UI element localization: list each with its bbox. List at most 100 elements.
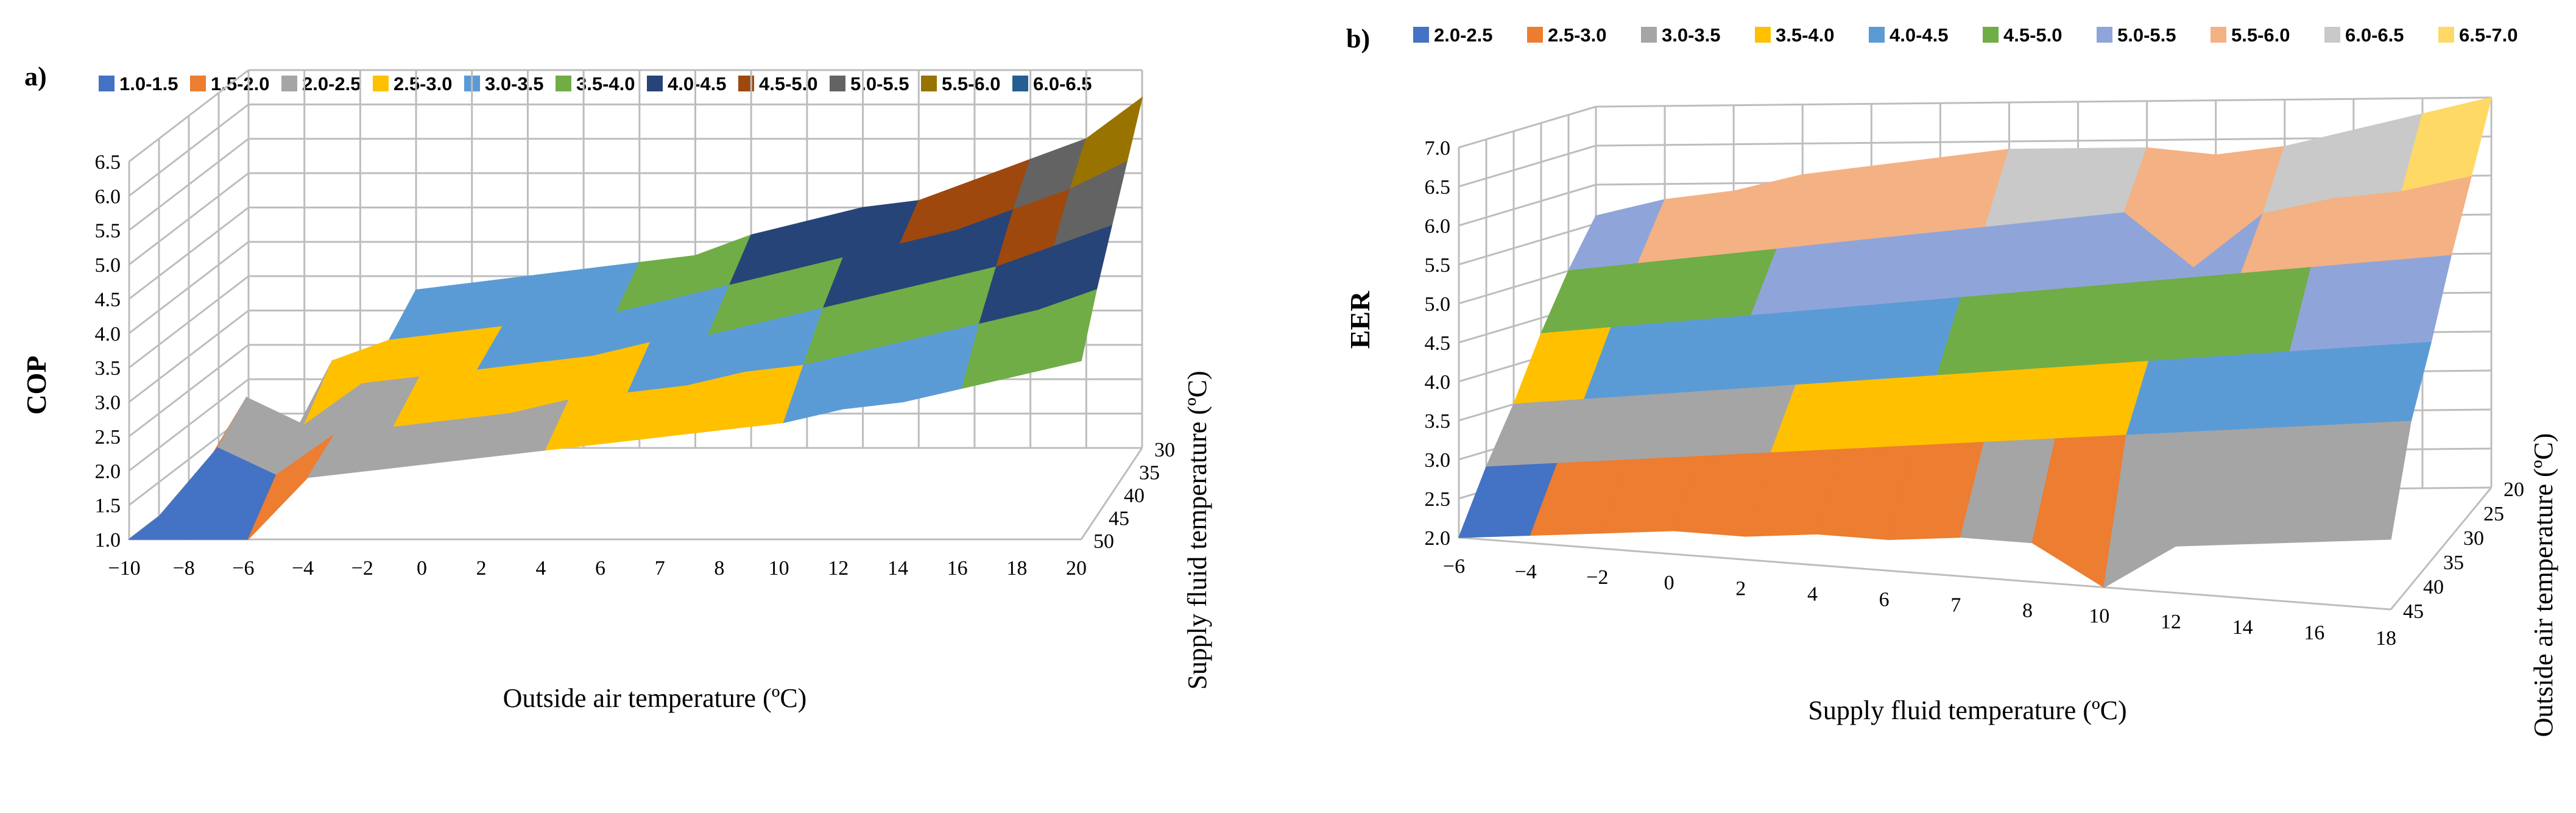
- b-legend-swatch-4: [1869, 27, 1885, 43]
- b-legend-label-0: 2.0-2.5: [1434, 24, 1493, 46]
- a-x-tick-15: 18: [1006, 557, 1027, 580]
- b-legend-label-9: 6.5-7.0: [2459, 24, 2518, 46]
- panel-b-x-axis-title: Supply fluid temperature (ºC): [1808, 695, 2126, 725]
- panel-a-depth-axis-title: Supply fluid temperature (ºC): [1182, 371, 1212, 689]
- a-legend-swatch-9: [921, 76, 937, 91]
- b-x-tick-8: 8: [2022, 600, 2033, 622]
- b-depth-tick-1: 25: [2483, 503, 2504, 525]
- a-x-tick-7: 4: [535, 557, 546, 580]
- a-legend-label-8: 5.0-5.5: [850, 73, 909, 94]
- a-legend-swatch-10: [1012, 76, 1028, 91]
- b-depth-tick-5: 45: [2403, 600, 2424, 623]
- panel-a-label: a): [24, 62, 47, 91]
- a-x-tick-12: 12: [828, 557, 849, 580]
- panel-a-y-axis-title: COP: [21, 355, 52, 414]
- b-y-tick-1: 2.5: [1425, 488, 1451, 511]
- panel-b-surface: [1458, 96, 2493, 589]
- b-legend-label-6: 5.0-5.5: [2117, 24, 2176, 46]
- a-x-tick-10: 8: [714, 557, 724, 580]
- b-legend-label-3: 3.5-4.0: [1776, 24, 1835, 46]
- b-legend-swatch-7: [2211, 27, 2226, 43]
- b-legend-swatch-2: [1641, 27, 1657, 43]
- b-side-gridline-9: [1458, 144, 1597, 188]
- panel-a-legend: 1.0-1.5 1.5-2.0 2.0-2.5 2.5-3.0 3.0-3.5 3.5-4…: [99, 73, 1092, 94]
- a-legend-label-10: 6.0-6.5: [1033, 73, 1092, 94]
- b-legend-swatch-3: [1755, 27, 1771, 43]
- b-floor-front-edge: [1458, 536, 2391, 611]
- a-depth-tick-3: 45: [1109, 508, 1129, 530]
- a-legend-label-6: 4.0-4.5: [668, 73, 727, 94]
- b-x-tick-11: 14: [2232, 616, 2253, 639]
- a-x-tick-4: −2: [351, 557, 373, 580]
- a-x-tick-11: 10: [769, 557, 789, 580]
- a-legend-label-4: 3.0-3.5: [485, 73, 544, 94]
- a-legend-swatch-3: [373, 76, 389, 91]
- b-x-tick-3: 0: [1664, 572, 1674, 594]
- b-y-tick-0: 2.0: [1425, 527, 1451, 550]
- b-x-tick-9: 10: [2089, 605, 2109, 628]
- a-legend-swatch-8: [830, 76, 845, 91]
- b-back-gridline-10: [1595, 96, 2492, 108]
- b-x-tick-10: 12: [2161, 611, 2181, 633]
- a-y-tick-7: 4.5: [95, 288, 121, 311]
- b-x-tick-6: 6: [1879, 588, 1890, 611]
- b-x-tick-0: −6: [1443, 555, 1465, 578]
- a-x-tick-3: −4: [292, 557, 314, 580]
- a-y-tick-11: 6.5: [95, 151, 121, 174]
- b-x-tick-4: 2: [1735, 577, 1746, 600]
- b-x-tick-2: −2: [1586, 566, 1608, 589]
- a-legend-label-5: 3.5-4.0: [576, 73, 635, 94]
- a-legend-label-0: 1.0-1.5: [119, 73, 178, 94]
- b-depth-tick-3: 35: [2443, 552, 2464, 574]
- b-legend-swatch-1: [1527, 27, 1543, 43]
- a-legend-swatch-1: [190, 76, 206, 91]
- panel-b-label: b): [1346, 24, 1370, 54]
- panel-b-ticks: 2.0 2.5 3.0 3.5 4.0 4.5 5.0 5.5 6.0 6.5 7.0 −6 −4 −2 0…: [1425, 137, 2525, 650]
- a-x-tick-16: 20: [1066, 557, 1087, 580]
- b-x-tick-12: 16: [2304, 622, 2324, 644]
- a-y-tick-4: 3.0: [95, 392, 121, 414]
- b-legend-swatch-5: [1983, 27, 1999, 43]
- a-legend-swatch-5: [556, 76, 571, 91]
- b-legend-swatch-9: [2438, 27, 2454, 43]
- a-y-tick-9: 5.5: [95, 220, 121, 243]
- b-y-tick-10: 7.0: [1425, 137, 1451, 160]
- a-y-tick-6: 4.0: [95, 323, 121, 346]
- a-y-tick-2: 2.0: [95, 460, 121, 483]
- b-depth-tick-0: 20: [2504, 478, 2524, 501]
- a-y-tick-8: 5.0: [95, 254, 121, 277]
- b-y-tick-7: 5.5: [1425, 254, 1451, 277]
- a-depth-tick-1: 35: [1139, 462, 1160, 485]
- a-x-tick-9: 7: [655, 557, 665, 580]
- b-side-gridline-8: [1458, 183, 1597, 227]
- b-floor-right-edge: [2390, 487, 2493, 610]
- b-legend-swatch-0: [1413, 27, 1429, 43]
- a-x-tick-5: 0: [417, 557, 427, 580]
- a-y-tick-0: 1.0: [95, 529, 121, 552]
- panel-b-y-axis-title: EER: [1344, 291, 1375, 349]
- a-y-tick-3: 2.5: [95, 426, 121, 449]
- b-surface-patch-12: [2401, 96, 2493, 193]
- a-x-tick-14: 16: [947, 557, 968, 580]
- a-legend-swatch-2: [281, 76, 297, 91]
- b-y-tick-4: 4.0: [1425, 371, 1451, 394]
- panel-b-legend: 2.0-2.5 2.5-3.0 3.0-3.5 3.5-4.0 4.0-4.5 4.5-5…: [1413, 24, 2518, 46]
- a-x-tick-8: 6: [595, 557, 605, 580]
- b-side-gridline-10: [1458, 105, 1597, 149]
- b-y-tick-2: 3.0: [1425, 449, 1451, 472]
- a-y-tick-5: 3.5: [95, 357, 121, 380]
- a-floor-right-edge: [1080, 447, 1143, 540]
- a-y-tick-1: 1.5: [95, 495, 121, 517]
- panel-a-x-axis-title: Outside air temperature (ºC): [503, 683, 807, 713]
- b-legend-label-8: 6.0-6.5: [2345, 24, 2404, 46]
- a-y-tick-10: 6.0: [95, 185, 121, 208]
- a-depth-tick-4: 50: [1093, 530, 1114, 553]
- b-legend-label-2: 3.0-3.5: [1662, 24, 1721, 46]
- b-legend-label-1: 2.5-3.0: [1548, 24, 1607, 46]
- a-legend-label-9: 5.5-6.0: [942, 73, 1001, 94]
- b-surface-patch-64: [2318, 421, 2412, 542]
- b-y-tick-8: 6.0: [1425, 215, 1451, 238]
- b-x-tick-5: 4: [1807, 583, 1818, 605]
- b-y-tick-5: 4.5: [1425, 332, 1451, 355]
